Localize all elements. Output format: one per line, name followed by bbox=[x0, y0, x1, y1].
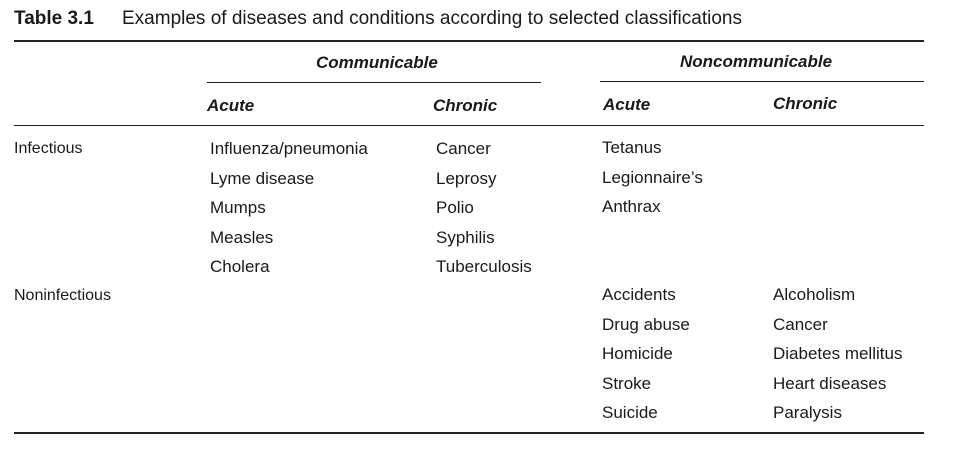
list-item: Alcoholism bbox=[773, 285, 856, 304]
noninfectious-noncommunicable-chronic-list: Alcoholism Cancer Diabetes mellitus Hear… bbox=[773, 280, 902, 428]
list-item: Stroke bbox=[602, 373, 652, 393]
communicable-rule bbox=[207, 82, 541, 83]
table-label: Table 3.1 bbox=[14, 8, 94, 29]
row-label-noninfectious: Noninfectious bbox=[14, 287, 111, 304]
group-header-communicable: Communicable bbox=[316, 53, 438, 72]
table-caption: Examples of diseases and conditions acco… bbox=[122, 8, 742, 29]
list-item: Homicide bbox=[602, 344, 673, 364]
list-item: Cholera bbox=[210, 257, 270, 277]
list-item: Tetanus bbox=[602, 138, 662, 157]
list-item: Tuberculosis bbox=[436, 257, 532, 277]
noncommunicable-rule bbox=[600, 81, 924, 82]
list-item: Cancer bbox=[436, 139, 491, 158]
list-item: Heart diseases bbox=[773, 373, 887, 393]
list-item: Legionnaire’s bbox=[602, 167, 703, 187]
infectious-noncommunicable-acute-list: Tetanus Legionnaire’s Anthrax bbox=[602, 133, 703, 222]
top-rule bbox=[14, 40, 924, 42]
list-item: Suicide bbox=[602, 403, 658, 423]
list-item: Cancer bbox=[773, 314, 828, 334]
list-item: Diabetes mellitus bbox=[773, 344, 903, 364]
noninfectious-noncommunicable-acute-list: Accidents Drug abuse Homicide Stroke Sui… bbox=[602, 280, 690, 428]
infectious-communicable-chronic-list: Cancer Leprosy Polio Syphilis Tuberculos… bbox=[436, 134, 532, 282]
group-header-noncommunicable: Noncommunicable bbox=[680, 52, 833, 71]
column-header-noncommunicable-acute: Acute bbox=[603, 95, 651, 114]
list-item: Polio bbox=[436, 198, 474, 218]
list-item: Drug abuse bbox=[602, 314, 690, 334]
list-item: Mumps bbox=[210, 198, 266, 218]
list-item: Anthrax bbox=[602, 197, 661, 217]
list-item: Influenza/pneumonia bbox=[210, 139, 368, 158]
column-header-noncommunicable-chronic: Chronic bbox=[773, 94, 838, 113]
list-item: Syphilis bbox=[436, 227, 495, 247]
column-header-communicable-chronic: Chronic bbox=[433, 96, 498, 115]
list-item: Leprosy bbox=[436, 168, 497, 188]
list-item: Lyme disease bbox=[210, 168, 315, 188]
list-item: Paralysis bbox=[773, 403, 842, 423]
list-item: Accidents bbox=[602, 285, 676, 304]
list-item: Measles bbox=[210, 227, 274, 247]
infectious-communicable-acute-list: Influenza/pneumonia Lyme disease Mumps M… bbox=[210, 134, 368, 282]
row-label-infectious: Infectious bbox=[14, 140, 83, 157]
bottom-rule bbox=[14, 432, 924, 434]
header-rule bbox=[14, 125, 924, 126]
column-header-communicable-acute: Acute bbox=[207, 96, 255, 115]
